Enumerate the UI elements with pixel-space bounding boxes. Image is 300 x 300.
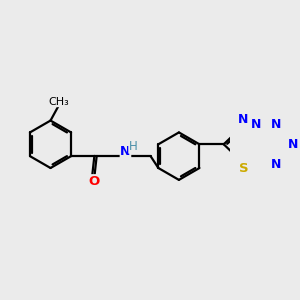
Text: S: S (239, 162, 249, 175)
Text: H: H (129, 140, 138, 153)
Text: N: N (271, 158, 281, 171)
Text: N: N (251, 118, 261, 131)
Text: O: O (88, 175, 100, 188)
Text: N: N (288, 138, 299, 151)
Text: N: N (120, 145, 130, 158)
Text: N: N (271, 118, 281, 131)
Text: CH₃: CH₃ (49, 97, 69, 106)
Text: N: N (238, 113, 249, 126)
